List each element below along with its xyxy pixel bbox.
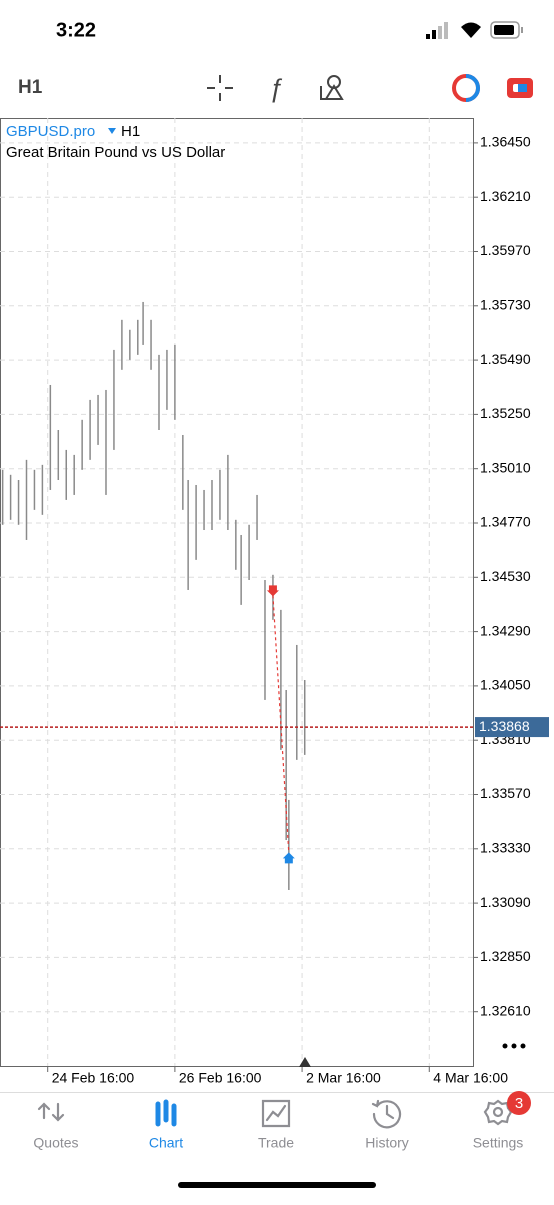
badge-count: 3 — [515, 1095, 523, 1112]
trade-link — [272, 595, 290, 854]
y-tick-label: 1.34290 — [480, 622, 531, 638]
tab-icon — [155, 1099, 177, 1127]
current-price-label: 1.33868 — [479, 718, 530, 734]
y-tick-label: 1.32610 — [480, 1002, 531, 1018]
timeframe-button[interactable]: H1 — [18, 77, 43, 98]
symbol[interactable]: GBPUSD.pro — [6, 123, 95, 140]
y-tick-label: 1.34770 — [480, 514, 531, 530]
status-time: 3:22 — [56, 19, 96, 41]
y-tick-label: 1.34050 — [480, 677, 531, 693]
badge — [507, 1091, 531, 1115]
y-tick-label: 1.35970 — [480, 242, 531, 258]
y-tick-label: 1.36450 — [480, 134, 531, 150]
more-button[interactable] — [502, 1043, 526, 1049]
y-tick-label: 1.35010 — [480, 459, 531, 475]
y-tick-label: 1.35730 — [480, 296, 531, 312]
plot: 1.33868 — [0, 301, 549, 890]
y-tick-label: 1.34530 — [480, 568, 531, 584]
chart-shift-marker[interactable] — [299, 1057, 311, 1067]
current-price-box — [475, 717, 549, 738]
x-tick-label: 4 Mar 16:00 — [433, 1070, 508, 1086]
symbol-dropdown[interactable] — [108, 128, 116, 134]
tab-label: Settings — [473, 1135, 524, 1151]
y-tick-label: 1.33090 — [480, 894, 531, 910]
grid: 1.36450 1.36210 1.35970 1.35730 1.35490 1.352… — [0, 118, 531, 1086]
y-tick-label: 1.35490 — [480, 351, 531, 367]
tab-icon-hole — [492, 1106, 504, 1118]
tab-label: Quotes — [33, 1135, 78, 1151]
trade-arrow — [266, 585, 279, 597]
tab-label: Chart — [149, 1135, 183, 1151]
symbol-description: Great Britain Pound vs US Dollar — [6, 144, 225, 161]
tab-icon — [371, 1099, 402, 1129]
x-tick-label: 2 Mar 16:00 — [306, 1070, 381, 1086]
y-tick-label: 1.36210 — [480, 188, 531, 204]
x-tick-label: 24 Feb 16:00 — [52, 1070, 135, 1086]
trade-arrow — [282, 852, 295, 864]
tab-icon — [261, 1099, 291, 1128]
tab[interactable]: Trade — [258, 1099, 294, 1151]
objects-button[interactable] — [320, 75, 344, 100]
trade-button[interactable] — [507, 78, 533, 98]
tab-icon — [37, 1102, 65, 1122]
y-tick-label: 1.33330 — [480, 840, 531, 856]
tab[interactable]: History — [365, 1099, 409, 1151]
tab-label: History — [365, 1135, 409, 1151]
tab[interactable]: Chart — [149, 1099, 183, 1151]
tab-label: Trade — [258, 1135, 294, 1151]
y-tick-label: 1.33570 — [480, 785, 531, 801]
chart-frame — [0, 118, 474, 1067]
chart-timeframe: H1 — [121, 123, 140, 140]
crosshair-button[interactable] — [207, 75, 233, 101]
y-tick-label: 1.35250 — [480, 405, 531, 421]
status-icons — [426, 21, 523, 39]
tab[interactable]: Quotes — [33, 1102, 79, 1151]
tab-bar: Quotes Chart Trade History Settings 3 — [33, 1091, 531, 1151]
x-tick-label: 26 Feb 16:00 — [179, 1070, 262, 1086]
y-tick-label: 1.32850 — [480, 948, 531, 964]
indicators-button[interactable]: ƒ — [269, 73, 283, 103]
home-indicator — [178, 1182, 376, 1188]
one-click-trading-button[interactable] — [452, 74, 480, 102]
